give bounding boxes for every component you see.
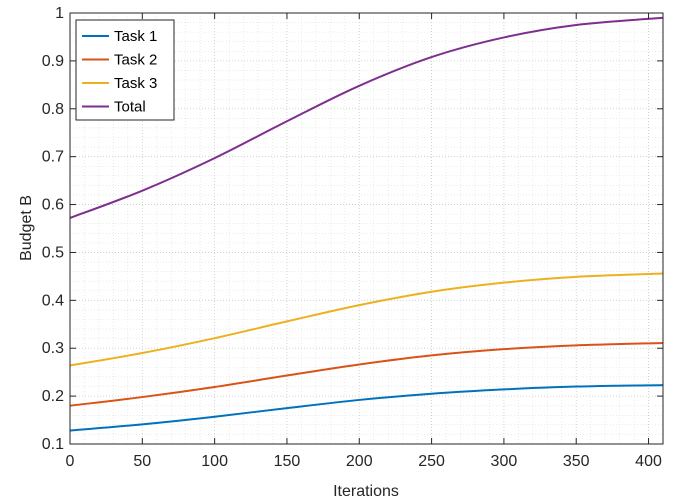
x-tick-label: 400 — [635, 453, 662, 470]
plot-frame — [69, 12, 664, 445]
legend: Task 1 Task 2 Task 3 Total — [75, 19, 175, 121]
x-tick-label: 0 — [66, 453, 75, 470]
y-tick-label: 0.4 — [42, 292, 64, 309]
series-line-1 — [69, 384, 664, 432]
legend-label: Task 3 — [114, 75, 157, 92]
x-axis-label: Iterations — [333, 483, 399, 500]
x-tick-label: 350 — [563, 453, 590, 470]
legend-label: Task 1 — [114, 28, 157, 45]
series-layer — [69, 16, 664, 432]
y-tick-label: 1 — [55, 5, 64, 22]
series-line-2 — [69, 341, 664, 407]
legend-label: Total — [114, 99, 146, 116]
x-tick-label: 150 — [274, 453, 301, 470]
series-line-4 — [69, 16, 664, 219]
y-tick-label: 0.1 — [42, 436, 64, 453]
y-tick-label: 0.9 — [42, 53, 64, 70]
x-tick-label: 250 — [418, 453, 445, 470]
axis-ticks — [69, 12, 663, 445]
y-tick-labels: 0.1 0.2 0.3 0.4 0.5 0.6 0.7 0.8 0.9 1 — [42, 5, 64, 453]
legend-label: Task 2 — [114, 52, 157, 69]
y-tick-label: 0.6 — [42, 197, 64, 214]
x-tick-labels: 0 50 100 150 200 250 300 350 400 — [66, 453, 662, 470]
x-tick-label: 50 — [133, 453, 151, 470]
y-tick-label: 0.2 — [42, 388, 64, 405]
x-tick-label: 300 — [491, 453, 518, 470]
x-tick-label: 100 — [201, 453, 228, 470]
x-tick-label: 200 — [346, 453, 373, 470]
y-tick-label: 0.8 — [42, 101, 64, 118]
y-tick-label: 0.7 — [42, 149, 64, 166]
y-tick-label: 0.5 — [42, 244, 64, 261]
y-axis-label: Budget B — [18, 195, 35, 261]
y-tick-label: 0.3 — [42, 340, 64, 357]
series-line-3 — [69, 272, 664, 367]
